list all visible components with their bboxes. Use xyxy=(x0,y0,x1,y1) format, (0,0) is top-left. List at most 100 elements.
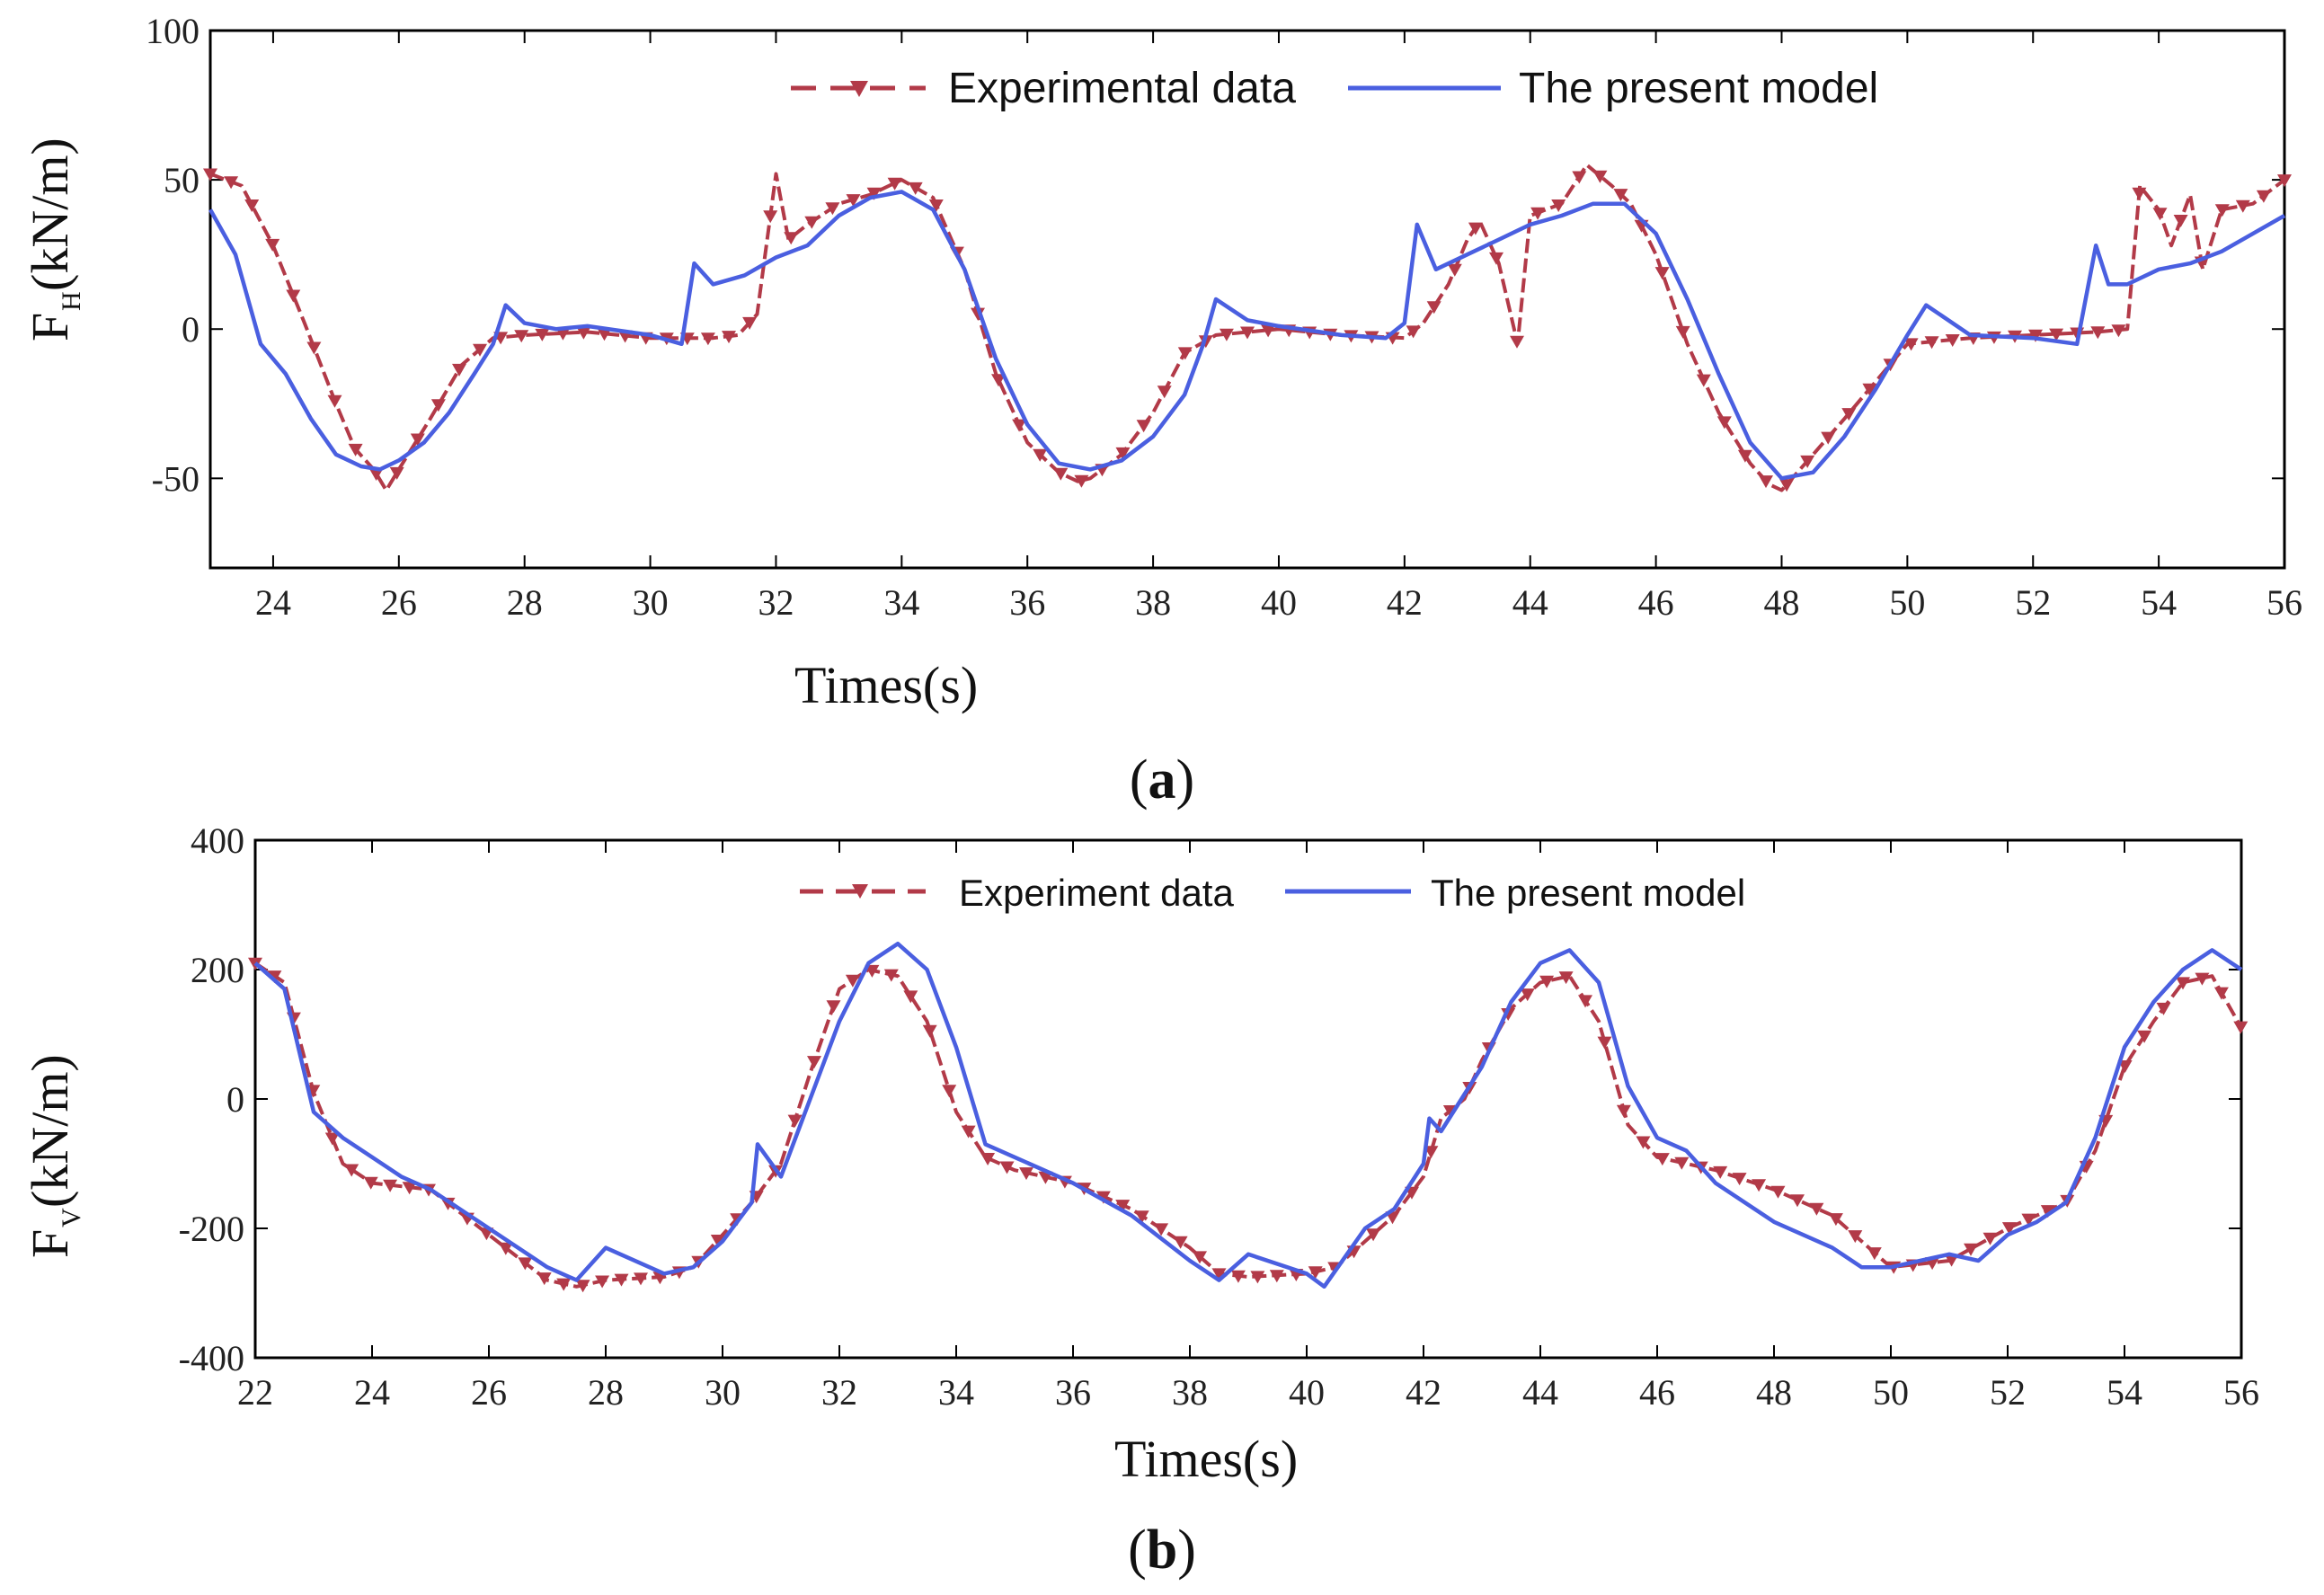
x-tick-label: 40 xyxy=(1261,582,1297,623)
experimental-marker xyxy=(1770,1185,1786,1199)
legend-b: Experiment data The present model xyxy=(800,872,1745,914)
x-tick-label: 30 xyxy=(633,582,669,623)
experimental-marker xyxy=(2277,174,2292,188)
x-axis-label-b: Times(s) xyxy=(1114,1430,1298,1488)
experimental-marker xyxy=(1654,267,1670,280)
experimental-marker xyxy=(1134,1210,1149,1224)
experimental-marker xyxy=(1193,1251,1207,1264)
x-tick-label: 54 xyxy=(2141,582,2177,623)
experimental-marker xyxy=(1033,448,1048,462)
x-tick-label: 38 xyxy=(1135,582,1171,623)
experimental-marker xyxy=(887,177,902,191)
y-tick-label: 0 xyxy=(226,1079,244,1120)
experimental-marker xyxy=(1501,1008,1516,1021)
experimental-marker xyxy=(286,289,301,303)
x-tick-label: 28 xyxy=(588,1372,624,1413)
caption-a: (a) xyxy=(1130,749,1194,811)
experimental-marker xyxy=(1489,252,1504,265)
legend-model-label-b: The present model xyxy=(1431,872,1745,914)
x-tick-label: 32 xyxy=(758,582,794,623)
experimental-marker xyxy=(498,1242,513,1255)
experimental-marker xyxy=(763,210,778,224)
experimental-marker xyxy=(825,202,840,216)
experimental-marker xyxy=(1696,374,1711,387)
experimental-marker xyxy=(1157,385,1172,399)
experimental-marker xyxy=(363,1176,378,1190)
experimental-marker xyxy=(784,232,799,245)
experimental-marker xyxy=(2256,190,2271,203)
x-tick-label: 36 xyxy=(1055,1372,1091,1413)
experimental-marker xyxy=(2028,329,2043,342)
present-model-line-a xyxy=(208,190,2286,481)
x-tick-label: 22 xyxy=(237,1372,273,1413)
experimental-marker xyxy=(410,433,425,447)
x-tick-label: 50 xyxy=(1889,582,1925,623)
experimental-marker xyxy=(922,1024,937,1038)
experimental-marker xyxy=(942,1085,957,1098)
experimental-marker xyxy=(1539,975,1555,988)
y-tick-label: 0 xyxy=(182,309,200,350)
x-tick-label: 44 xyxy=(1512,582,1548,623)
experimental-marker xyxy=(1674,1156,1690,1170)
experimental-marker xyxy=(1800,455,1815,468)
legend-experimental-label-b: Experiment data xyxy=(959,872,1234,914)
experimental-marker xyxy=(1572,171,1587,184)
experimental-marker xyxy=(1012,419,1027,432)
experimental-marker xyxy=(1211,1268,1227,1281)
x-tick-label: 34 xyxy=(938,1372,974,1413)
experimental-marker xyxy=(2233,1021,2249,1034)
experimental-marker xyxy=(1732,1173,1747,1186)
x-tick-label: 52 xyxy=(1990,1372,2026,1413)
experimental-marker xyxy=(1821,431,1836,445)
y-tick-label: -50 xyxy=(152,458,200,499)
y-axis-label-a: F H (kN/m) xyxy=(21,137,86,341)
experimental-marker xyxy=(344,1164,359,1177)
experimental-marker xyxy=(971,307,985,321)
y-axis-label-b: F V (kN/m) xyxy=(21,1054,86,1258)
experimental-marker xyxy=(2137,1030,2152,1043)
experimental-marker xyxy=(1654,1153,1670,1166)
x-tick-label: 26 xyxy=(471,1372,507,1413)
experimental-marker xyxy=(1520,988,1535,1002)
x-tick-label: 48 xyxy=(1756,1372,1792,1413)
experimental-marker xyxy=(1219,328,1234,341)
experimental-marker xyxy=(700,332,715,346)
plot-frame-a xyxy=(208,29,2286,570)
experimental-marker xyxy=(518,1257,533,1271)
experimental-marker xyxy=(961,1125,976,1139)
experimental-marker xyxy=(452,363,466,377)
experimental-marker xyxy=(1261,324,1276,338)
experimental-marker xyxy=(1115,1200,1131,1213)
experimental-marker xyxy=(722,331,736,344)
experimental-marker xyxy=(2117,1060,2133,1073)
y-tick-label: 50 xyxy=(164,160,200,200)
legend-a: Experimental data The present model xyxy=(791,65,1878,112)
experimental-marker xyxy=(2132,187,2147,200)
legend-experimental-marker-a xyxy=(850,81,868,97)
x-tick-label: 52 xyxy=(2015,582,2051,623)
x-tick-label: 48 xyxy=(1763,582,1799,623)
caption-b: (b) xyxy=(1128,1520,1196,1581)
experimental-marker xyxy=(1716,416,1732,430)
experimental-marker xyxy=(1616,1104,1631,1118)
y-tick-label: -200 xyxy=(179,1209,244,1249)
experimental-marker xyxy=(2001,1222,2017,1236)
experimental-marker xyxy=(999,1161,1015,1174)
x-tick-label: 24 xyxy=(354,1372,390,1413)
experimental-marker xyxy=(1578,995,1592,1008)
chart-b: 22 24 26 28 30 32 34 36 38 40 42 44 46 48 50 52 54 56 -400… xyxy=(21,820,2259,1581)
experimental-marker xyxy=(1177,347,1193,360)
legend-experimental-marker-b xyxy=(852,884,868,899)
experimental-marker xyxy=(2156,1002,2171,1015)
x-tick-label: 50 xyxy=(1873,1372,1909,1413)
y-tick-label: 400 xyxy=(191,820,244,861)
x-tick-label: 42 xyxy=(1387,582,1423,623)
experimental-marker xyxy=(1841,408,1857,421)
experimental-marker xyxy=(1366,1228,1381,1242)
experimental-marker xyxy=(1426,301,1441,315)
caption-letter-a: a xyxy=(1149,749,1176,811)
y-axis-label-main-a: F xyxy=(21,313,79,341)
experimental-marker xyxy=(866,187,882,200)
experimental-marker xyxy=(2176,977,2190,990)
experimental-marker xyxy=(634,1272,648,1286)
